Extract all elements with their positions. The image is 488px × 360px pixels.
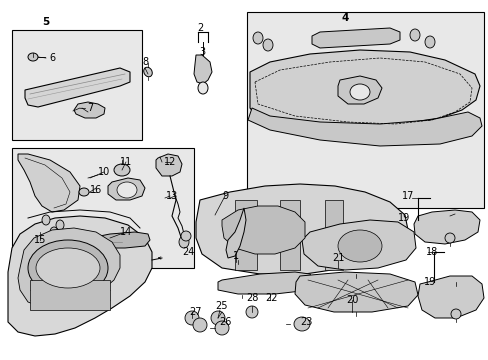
Text: 14: 14 (120, 227, 132, 237)
Ellipse shape (179, 236, 189, 248)
Ellipse shape (42, 215, 50, 225)
Ellipse shape (28, 240, 108, 296)
Polygon shape (417, 276, 483, 318)
Ellipse shape (193, 318, 206, 332)
Ellipse shape (263, 39, 272, 51)
Polygon shape (311, 28, 399, 48)
Ellipse shape (409, 29, 419, 41)
Ellipse shape (450, 309, 460, 319)
Text: 15: 15 (34, 235, 46, 245)
Ellipse shape (36, 248, 100, 288)
Polygon shape (18, 154, 80, 212)
Ellipse shape (252, 32, 263, 44)
Text: 6: 6 (49, 53, 55, 63)
Bar (12, 30, 142, 140)
Ellipse shape (181, 231, 191, 241)
Text: 17: 17 (401, 191, 413, 201)
Text: 27: 27 (188, 307, 201, 317)
Polygon shape (74, 102, 105, 118)
Polygon shape (194, 55, 212, 84)
Text: 11: 11 (120, 157, 132, 167)
Text: 1: 1 (232, 251, 239, 261)
Text: 7: 7 (87, 103, 93, 113)
Ellipse shape (143, 67, 152, 77)
Text: 18: 18 (425, 247, 437, 257)
Text: 13: 13 (165, 191, 178, 201)
Text: 26: 26 (218, 317, 231, 327)
Polygon shape (302, 220, 415, 270)
Ellipse shape (184, 311, 199, 325)
Bar (12, 148, 194, 268)
Text: 19: 19 (423, 277, 435, 287)
Text: 24: 24 (182, 247, 194, 257)
Polygon shape (25, 68, 130, 107)
Polygon shape (413, 210, 479, 244)
Polygon shape (337, 76, 381, 104)
Ellipse shape (245, 306, 258, 318)
Text: 12: 12 (163, 157, 176, 167)
Ellipse shape (254, 72, 264, 84)
Polygon shape (225, 208, 245, 258)
Polygon shape (294, 272, 417, 312)
Text: 19: 19 (397, 213, 409, 223)
Ellipse shape (293, 317, 309, 331)
Polygon shape (88, 232, 150, 248)
Text: 2: 2 (197, 23, 203, 33)
Text: 28: 28 (245, 293, 258, 303)
Polygon shape (218, 272, 313, 294)
Ellipse shape (28, 53, 38, 61)
Polygon shape (156, 154, 182, 176)
Ellipse shape (264, 82, 274, 94)
Ellipse shape (215, 321, 228, 335)
Ellipse shape (210, 311, 224, 325)
Text: 20: 20 (345, 295, 357, 305)
Polygon shape (30, 280, 110, 310)
Polygon shape (18, 228, 120, 308)
Polygon shape (325, 200, 342, 270)
Polygon shape (249, 50, 479, 128)
Text: 25: 25 (215, 301, 228, 311)
Ellipse shape (198, 82, 207, 94)
Polygon shape (280, 200, 299, 270)
Polygon shape (8, 216, 152, 336)
Text: 22: 22 (265, 293, 278, 303)
Text: 3: 3 (199, 47, 204, 57)
Ellipse shape (444, 233, 454, 243)
Text: 10: 10 (98, 167, 110, 177)
Polygon shape (222, 206, 305, 254)
Ellipse shape (424, 36, 434, 48)
Text: 16: 16 (90, 185, 102, 195)
Text: 21: 21 (331, 253, 344, 263)
Text: 23: 23 (299, 317, 311, 327)
Text: 5: 5 (42, 17, 49, 27)
Ellipse shape (117, 182, 137, 198)
Ellipse shape (50, 227, 58, 237)
Ellipse shape (114, 164, 130, 176)
Ellipse shape (349, 84, 369, 100)
Polygon shape (247, 108, 481, 146)
Ellipse shape (79, 188, 89, 196)
Bar (246, 12, 483, 208)
Ellipse shape (426, 76, 436, 88)
Text: 4: 4 (341, 13, 348, 23)
Text: 9: 9 (222, 191, 227, 201)
Polygon shape (235, 200, 257, 270)
Ellipse shape (56, 220, 64, 230)
Polygon shape (108, 178, 145, 200)
Polygon shape (196, 184, 407, 274)
Ellipse shape (337, 230, 381, 262)
Ellipse shape (412, 66, 422, 78)
Text: 8: 8 (142, 57, 148, 67)
